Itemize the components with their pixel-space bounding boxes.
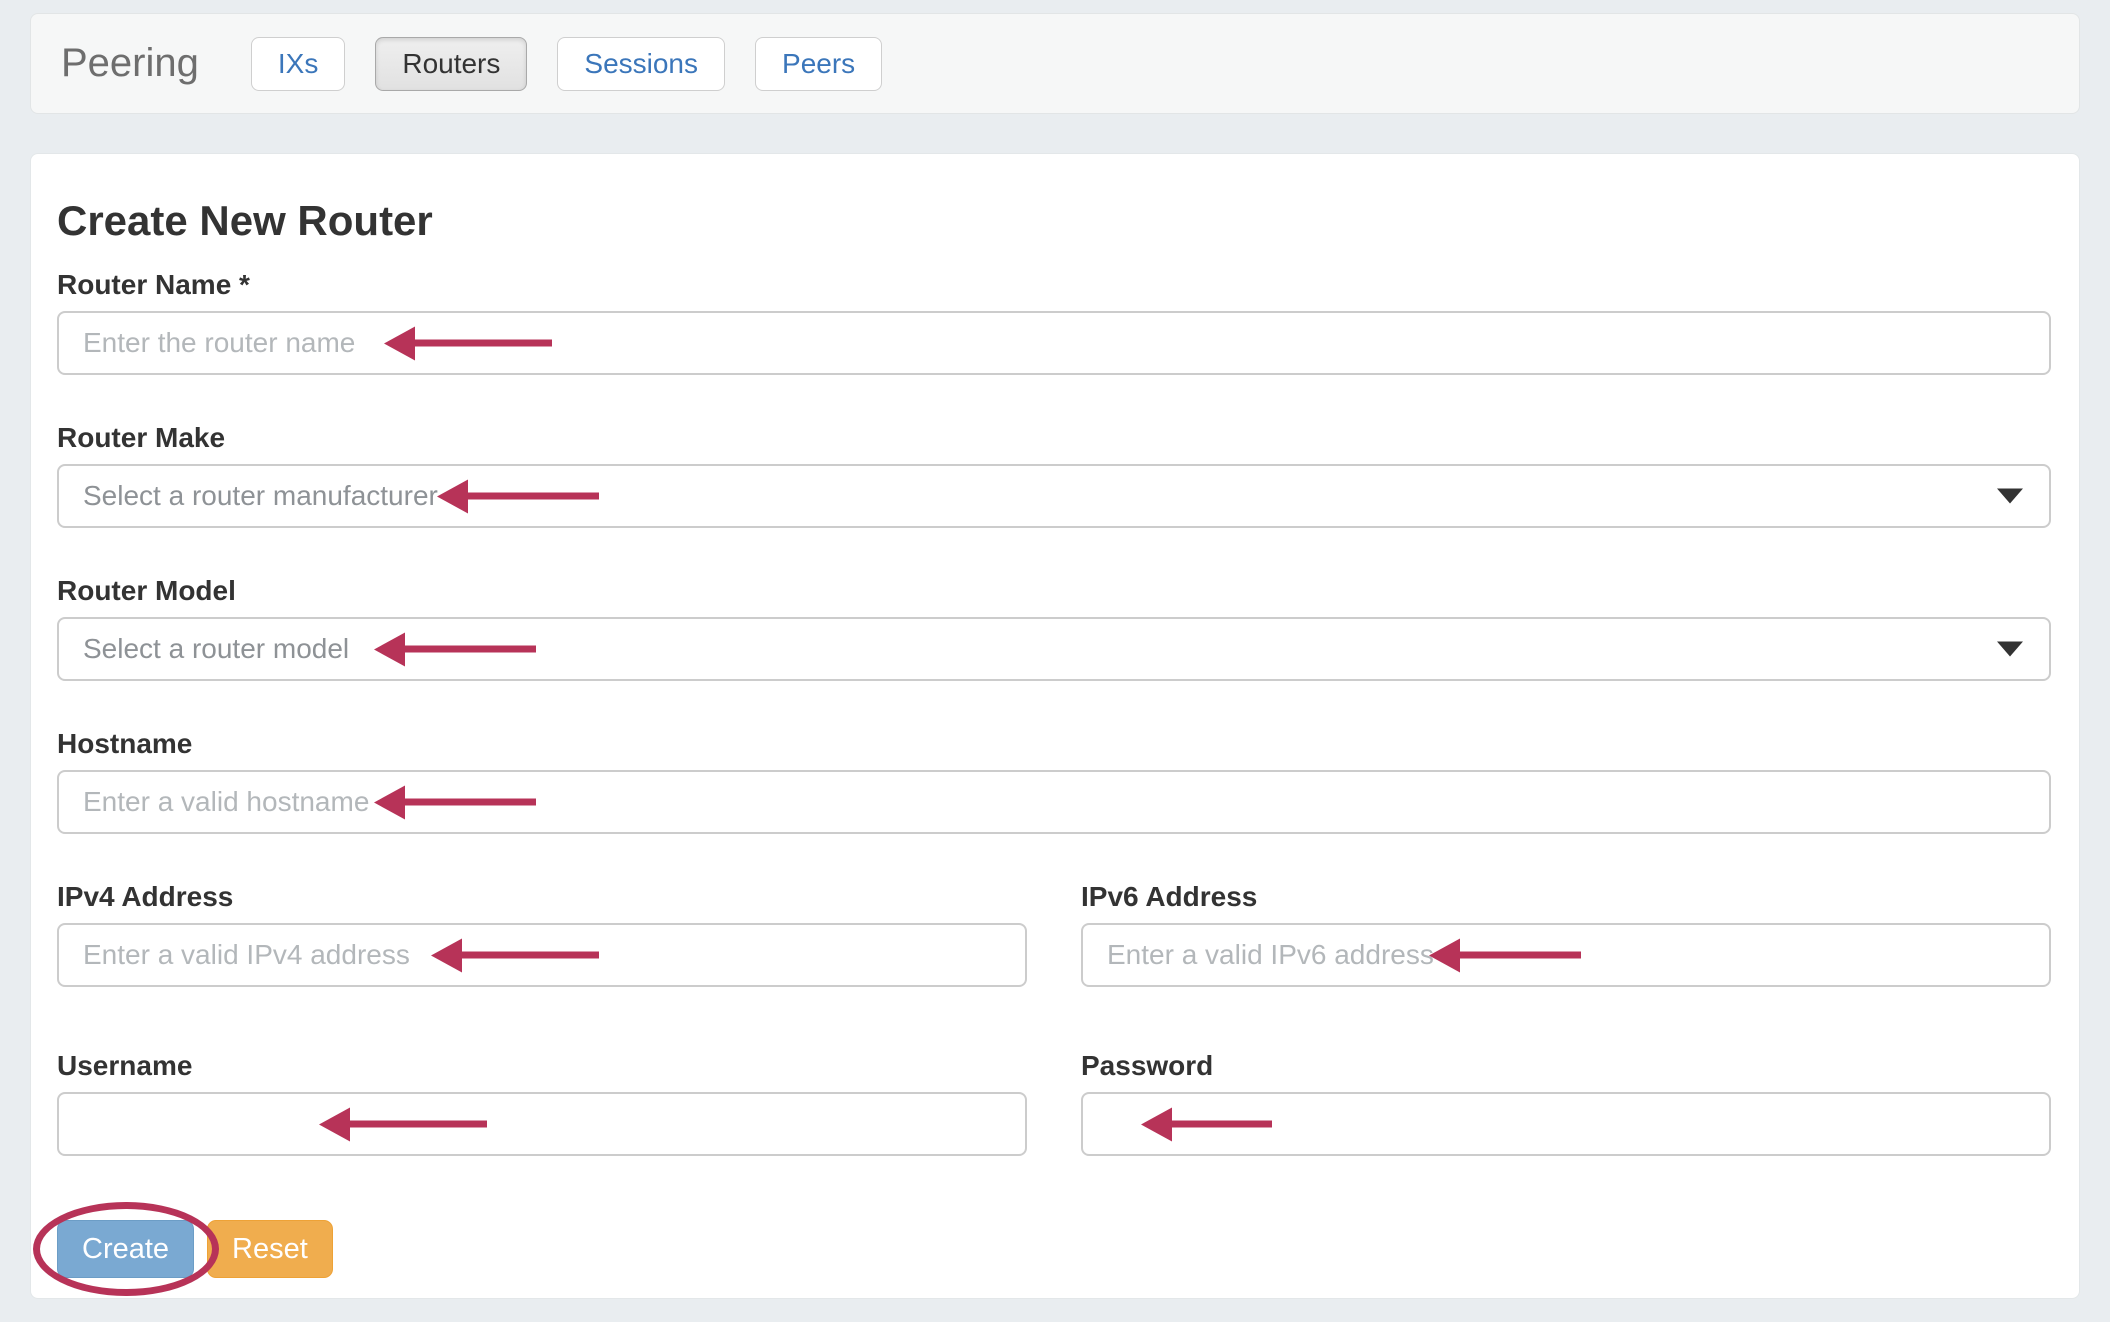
page-title: Peering [61,41,199,85]
router-model-label: Router Model [57,575,236,606]
ipv4-label: IPv4 Address [57,881,234,912]
chevron-down-icon [1997,488,2023,504]
ipv6-label: IPv6 Address [1081,881,1258,912]
router-name-label: Router Name * [57,269,250,300]
username-label: Username [57,1050,193,1081]
form-actions: Create Reset [32,1202,2051,1296]
router-make-label: Router Make [57,422,226,453]
ip-address-row: IPv4 Address IPv6 Address [57,880,2051,987]
password-input[interactable] [1081,1092,2051,1156]
router-make-selected-value: Select a router manufacturer [83,480,438,511]
router-name-input[interactable] [57,311,2051,375]
form-title: Create New Router [57,197,433,244]
chevron-down-icon [1997,641,2023,657]
tab-routers[interactable]: Routers [375,36,528,91]
reset-button[interactable]: Reset [207,1220,333,1278]
router-make-select[interactable]: Select a router manufacturer [57,464,2051,528]
ipv4-group: IPv4 Address [57,880,1027,987]
ipv4-input[interactable] [57,923,1027,987]
hostname-label: Hostname [57,728,193,759]
tab-peers[interactable]: Peers [755,36,883,91]
ipv6-group: IPv6 Address [1081,880,2051,987]
peering-header-bar: Peering IXs Routers Sessions Peers [30,13,2080,114]
username-group: Username [57,1049,1027,1156]
create-button[interactable]: Create [57,1220,195,1278]
password-label: Password [1081,1050,1214,1081]
username-input[interactable] [57,1092,1027,1156]
credentials-row: Username Password [57,1049,2051,1156]
create-router-card: Create New Router Router Name * Router M… [30,153,2080,1299]
router-model-selected-value: Select a router model [83,633,350,664]
hostname-group: Hostname [57,727,2051,834]
ipv6-input[interactable] [1081,923,2051,987]
password-group: Password [1081,1049,2051,1156]
tab-ixs[interactable]: IXs [250,36,346,91]
router-model-select[interactable]: Select a router model [57,617,2051,681]
hostname-input[interactable] [57,770,2051,834]
router-model-group: Router Model Select a router model [57,574,2051,681]
router-make-group: Router Make Select a router manufacturer [57,421,2051,528]
router-name-group: Router Name * [57,268,2051,375]
tab-sessions[interactable]: Sessions [557,36,726,91]
